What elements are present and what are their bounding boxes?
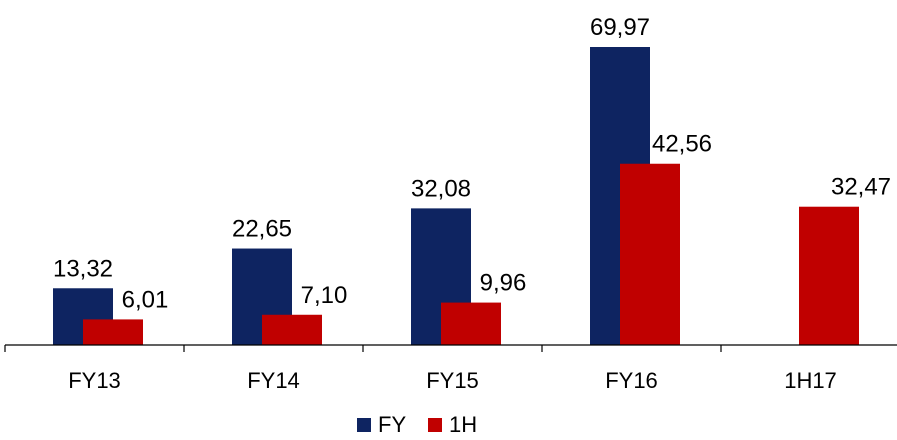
- bar-1h-fy14: [262, 314, 322, 345]
- legend: FY 1H: [357, 412, 477, 437]
- x-axis: FY13 FY14 FY15 FY16 1H17: [4, 344, 897, 393]
- legend-swatch-fy: [357, 418, 371, 432]
- x-tick-label-fy14: FY14: [247, 368, 300, 393]
- data-label-1h-fy15: 9,96: [480, 270, 527, 297]
- data-label-fy-fy15: 32,08: [411, 175, 471, 202]
- x-tick-label-1h17: 1H17: [784, 368, 837, 393]
- x-tick-label-fy15: FY15: [426, 368, 479, 393]
- data-label-fy-fy13: 13,32: [53, 255, 113, 282]
- x-tick-label-fy16: FY16: [605, 368, 658, 393]
- bars-layer: [53, 47, 859, 345]
- legend-swatch-1h: [428, 418, 442, 432]
- data-label-1h-fy16: 42,56: [652, 131, 712, 158]
- bar-1h-fy16: [620, 163, 680, 345]
- data-label-fy-fy14: 22,65: [232, 216, 292, 243]
- data-label-1h-fy14: 7,10: [301, 282, 348, 309]
- data-label-1h-fy13: 6,01: [122, 286, 169, 313]
- bar-1h-1h17: [799, 206, 859, 345]
- x-tick-label-fy13: FY13: [68, 368, 121, 393]
- data-label-fy-fy16: 69,97: [590, 14, 650, 41]
- legend-label-fy: FY: [378, 412, 406, 437]
- bar-1h-fy15: [441, 302, 501, 345]
- data-label-1h-1h17: 32,47: [831, 174, 891, 201]
- bar-1h-fy13: [83, 319, 143, 345]
- legend-label-1h: 1H: [449, 412, 477, 437]
- data-labels-layer: 13,32 6,01 22,65 7,10 32,08 9,96 69,97 42,56 32,…: [53, 14, 891, 313]
